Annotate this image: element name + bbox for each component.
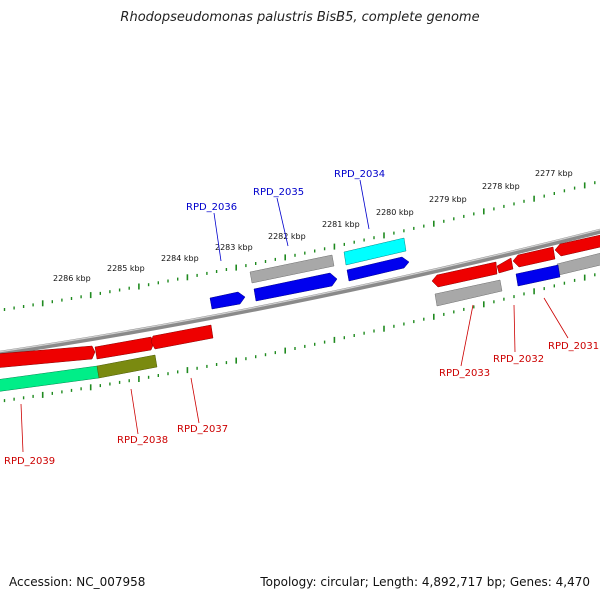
gene-unnamed-gray-forward[interactable] — [249, 254, 335, 284]
gene-rpd-2034[interactable] — [343, 237, 407, 266]
genome-backbone-highlight — [0, 229, 600, 353]
genome-summary-text: Topology: circular; Length: 4,892,717 bp… — [260, 575, 590, 589]
gene-rpd-2037[interactable] — [150, 324, 214, 350]
scale-label: 2283 kbp — [215, 243, 253, 252]
scale-label: 2284 kbp — [161, 254, 199, 263]
label-rpd-2038[interactable]: RPD_2038 — [117, 435, 168, 446]
scale-label: 2280 kbp — [376, 208, 414, 217]
gene-rpd-2036[interactable] — [209, 291, 246, 310]
gene-rpd-2033[interactable] — [434, 279, 503, 307]
label-rpd-2035[interactable]: RPD_2035 — [253, 187, 304, 198]
accession-text: Accession: NC_007958 — [9, 575, 146, 589]
label-rpd-2036[interactable]: RPD_2036 — [186, 202, 237, 213]
upper-scale-track — [3, 181, 596, 311]
scale-label: 2277 kbp — [535, 169, 573, 178]
scale-label: 2279 kbp — [429, 195, 467, 204]
label-leaders — [20, 179, 569, 453]
gene-rpd-2033-red[interactable] — [431, 261, 498, 288]
scale-label: 2285 kbp — [107, 264, 145, 273]
map-title: Rhodopseudomonas palustris BisB5, comple… — [120, 10, 480, 25]
gene-rpd-2038[interactable] — [96, 354, 158, 379]
gene-rpd-2034-neighbor[interactable] — [346, 256, 410, 282]
gene-rpd-2032[interactable] — [496, 257, 514, 274]
scale-label: 2278 kbp — [482, 182, 520, 191]
lower-scale-track — [3, 273, 596, 403]
scale-label: 2286 kbp — [53, 274, 91, 283]
gene-red-left-1[interactable] — [0, 345, 96, 368]
scale-label: 2282 kbp — [268, 232, 306, 241]
gene-rpd-2035[interactable] — [253, 272, 338, 302]
label-rpd-2031[interactable]: RPD_2031 — [548, 341, 599, 352]
gene-rpd-2039[interactable] — [0, 365, 100, 392]
genome-backbone — [0, 228, 600, 356]
gene-red-right-1[interactable] — [512, 246, 556, 268]
scale-label: 2281 kbp — [322, 220, 360, 229]
label-rpd-2039[interactable]: RPD_2039 — [4, 456, 55, 467]
gene-red-left-2[interactable] — [94, 336, 155, 360]
gene-rpd-2031[interactable] — [515, 264, 561, 287]
gene-red-right-2[interactable] — [554, 234, 600, 257]
reverse-features — [0, 234, 600, 392]
label-rpd-2032[interactable]: RPD_2032 — [493, 354, 544, 365]
label-rpd-2033[interactable]: RPD_2033 — [439, 368, 490, 379]
label-rpd-2037[interactable]: RPD_2037 — [177, 424, 228, 435]
label-rpd-2034[interactable]: RPD_2034 — [334, 169, 385, 180]
